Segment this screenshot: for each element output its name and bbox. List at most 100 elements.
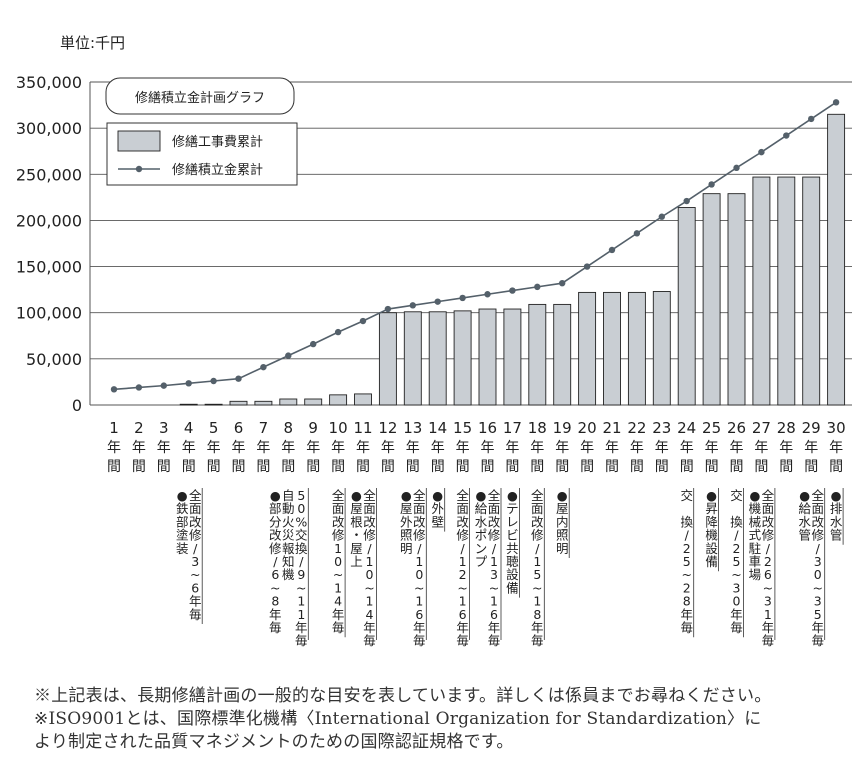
unit-label: 単位:千円 [60,34,126,52]
x-tick-suffix: 間 [680,459,694,475]
x-tick-suffix: 年 [580,440,594,456]
x-tick-suffix: 間 [804,459,818,475]
x-tick-suffix: 年 [779,440,793,456]
x-tick-label: 12 [378,419,397,437]
fund-point [334,328,342,336]
fund-line [113,101,837,391]
x-tick-suffix: 間 [481,459,495,475]
annotation-text: 全面改修/1 0 ~1 4 年毎 [363,488,376,648]
annotation-text: 全面改修/1 3 ~1 6 年毎 [488,488,501,648]
x-tick-label: 22 [627,419,646,437]
title-box [105,77,295,115]
fund-point [210,377,217,385]
x-tick-suffix: 年 [730,440,744,456]
y-tick-label: 350,000 [16,73,82,92]
x-tick-suffix: 間 [705,459,719,475]
fund-point [633,230,641,237]
legend-line-marker [135,165,143,173]
x-tick-suffix: 年 [356,440,370,456]
y-tick-label: 250,000 [16,165,82,184]
bar [478,308,497,406]
x-tick-suffix: 間 [580,459,594,475]
annotation-text: 全面改修 1 0 ~1 4 年毎 [332,488,345,635]
x-tick-suffix: 年 [157,440,171,456]
x-tick-label: 23 [652,419,671,437]
fund-point [534,283,541,291]
annotation-text: ●屋根・屋上 [350,488,363,569]
fund-point [285,352,292,359]
fund-point [683,197,690,205]
x-tick-suffix: 年 [232,440,246,456]
annotation-text: ●屋外照明 [400,488,413,556]
fund-point [658,213,665,220]
fund-point [583,263,591,270]
annotation-text: 交 換/2 5 ~3 0 年毎 [730,488,743,635]
bar [528,303,547,406]
x-tick-suffix: 年 [406,440,420,456]
x-tick-suffix: 間 [406,459,420,475]
x-tick-suffix: 間 [207,459,221,475]
x-tick-suffix: 間 [281,459,295,475]
bar [627,291,646,406]
fund-point [509,287,516,294]
x-tick-label: 14 [428,419,447,437]
x-tick-suffix: 間 [630,459,644,475]
bar [752,176,771,406]
y-tick-label: 300,000 [16,119,82,138]
x-tick-suffix: 年 [754,440,768,456]
x-tick-label: 1 [109,419,119,437]
annotation-text: 自動火災報知機 [282,488,295,582]
fund-point [608,246,616,254]
bar [378,312,397,406]
x-tick-suffix: 年 [605,440,619,456]
fund-point [310,340,317,348]
bar [727,193,746,406]
x-tick-label: 5 [209,419,219,437]
bar [553,303,572,406]
x-tick-suffix: 年 [331,440,345,456]
chart-title: 修繕積立金計画グラフ [135,90,265,106]
x-tick-suffix: 年 [555,440,569,456]
legend-bar-label: 修繕工事費累計 [172,134,263,150]
x-tick-suffix: 年 [655,440,669,456]
x-tick-label: 28 [777,419,796,437]
y-tick-label: 150,000 [16,258,82,277]
x-tick-suffix: 間 [754,459,768,475]
bar [827,113,846,406]
maintenance-fund-chart: 0 50,000 100,000 150,000 200,000 250,000 300,0… [16,73,852,648]
x-tick-suffix: 年 [182,440,196,456]
x-tick-suffix: 間 [655,459,669,475]
x-tick-suffix: 間 [232,459,246,475]
x-tick-suffix: 間 [381,459,395,475]
annotation-text: ●昇降機設備 [705,488,718,569]
bar [702,193,721,406]
bar [428,311,447,406]
x-tick-label: 24 [677,419,696,437]
x-tick-label: 18 [528,419,547,437]
bar [802,176,821,406]
x-tick-suffix: 間 [431,459,445,475]
bar [254,400,273,406]
x-tick-suffix: 間 [505,459,519,475]
x-tick-suffix: 間 [132,459,146,475]
x-tick-label: 3 [159,419,169,437]
x-tick-label: 10 [329,419,348,437]
footnotes: ※上記表は、長期修繕計画の一般的な目安を表しています。詳しくは係員までお尋ねくだ… [34,685,771,754]
fund-point [832,99,840,106]
x-tick-suffix: 年 [481,440,495,456]
annotation-text: 交 換/2 5 ~2 8 年毎 [680,488,693,635]
x-tick-suffix: 年 [381,440,395,456]
x-tick-label: 25 [702,419,721,437]
x-tick-suffix: 年 [281,440,295,456]
y-tick-label: 0 [72,396,82,415]
y-tick-label: 50,000 [26,350,82,369]
x-tick-suffix: 年 [132,440,146,456]
x-tick-label: 29 [802,419,821,437]
annotation-text: 全面改修/1 5 ~1 8 年毎 [531,488,544,648]
x-tick-suffix: 年 [456,440,470,456]
fund-point [135,384,143,391]
x-tick-label: 6 [234,419,244,437]
fund-point [235,375,242,382]
bar [279,398,298,406]
x-tick-suffix: 間 [107,459,121,475]
